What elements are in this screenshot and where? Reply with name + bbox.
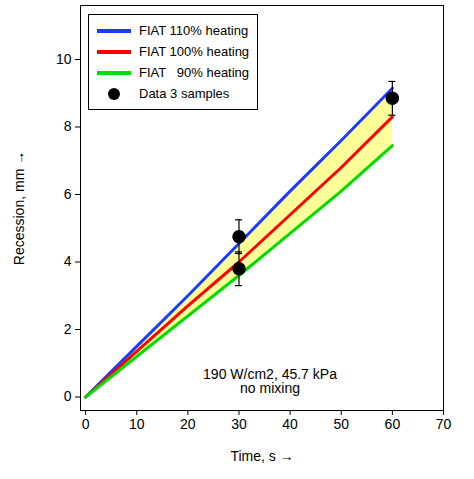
html-text:Data 3 samples: Data 3 samples xyxy=(139,86,230,101)
svg-text:30: 30 xyxy=(231,416,247,432)
svg-text:60: 60 xyxy=(385,416,401,432)
svg-text:40: 40 xyxy=(282,416,298,432)
svg-text:2: 2 xyxy=(64,321,72,337)
svg-text:6: 6 xyxy=(64,186,72,202)
svg-text:70: 70 xyxy=(436,416,452,432)
svg-text:0: 0 xyxy=(82,416,90,432)
svg-text:10: 10 xyxy=(56,51,72,67)
svg-text:10: 10 xyxy=(129,416,145,432)
svg-text:Time, s →: Time, s → xyxy=(230,448,293,464)
html-text:FIAT 100% heating: FIAT 100% heating xyxy=(139,44,250,59)
html-text:FIAT 90% heating: FIAT 90% heating xyxy=(139,65,250,80)
svg-text:20: 20 xyxy=(180,416,196,432)
svg-text:Recession, mm →: Recession, mm → xyxy=(11,151,27,265)
svg-text:50: 50 xyxy=(333,416,349,432)
svg-text:0: 0 xyxy=(64,388,72,404)
html-text:FIAT 110% heating: FIAT 110% heating xyxy=(139,23,249,38)
svg-text:190 W/cm2, 45.7 kPano mixing: 190 W/cm2, 45.7 kPano mixing xyxy=(203,366,337,396)
svg-text:4: 4 xyxy=(64,253,72,269)
svg-text:8: 8 xyxy=(64,118,72,134)
